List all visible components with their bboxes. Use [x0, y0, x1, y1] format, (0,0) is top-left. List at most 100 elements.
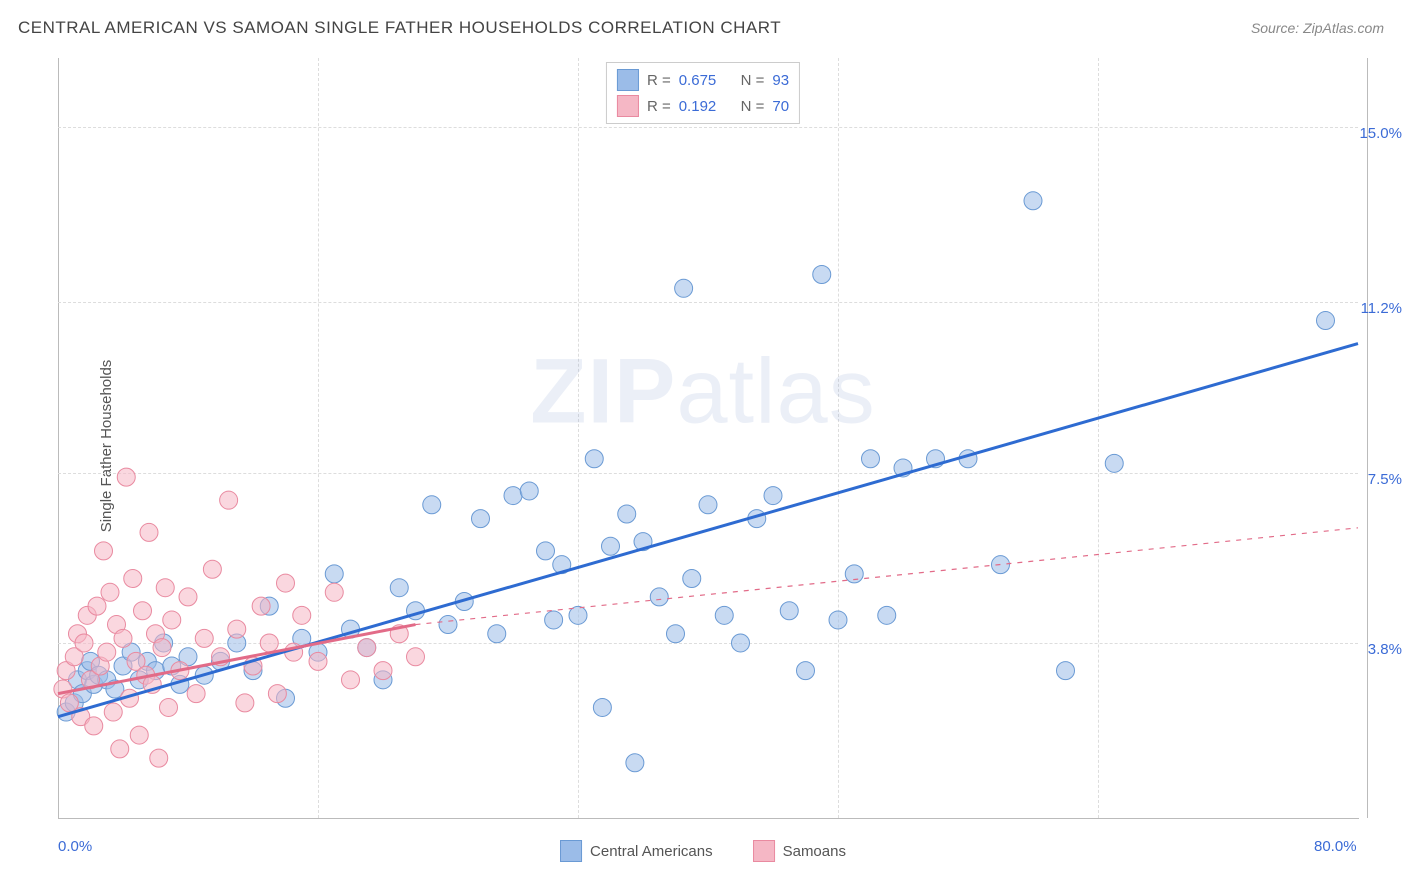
legend-row-series-0: R = 0.675 N = 93: [617, 67, 789, 93]
y-tick-label: 15.0%: [1359, 125, 1406, 142]
scatter-point: [268, 685, 286, 703]
scatter-point: [715, 606, 733, 624]
scatter-point: [423, 496, 441, 514]
series-legend: Central Americans Samoans: [560, 840, 846, 862]
scatter-point: [111, 740, 129, 758]
y-tick-label: 11.2%: [1361, 300, 1406, 317]
scatter-point: [667, 625, 685, 643]
scatter-point: [117, 468, 135, 486]
plot-right-border: [1367, 58, 1368, 818]
x-tick-label: 80.0%: [1314, 838, 1357, 855]
scatter-point: [472, 510, 490, 528]
y-tick-label: 3.8%: [1368, 641, 1406, 658]
scatter-point: [797, 662, 815, 680]
scatter-point: [114, 629, 132, 647]
scatter-point: [650, 588, 668, 606]
scatter-point: [488, 625, 506, 643]
scatter-point: [764, 487, 782, 505]
scatter-point: [228, 620, 246, 638]
scatter-point: [618, 505, 636, 523]
legend-swatch-1: [617, 95, 639, 117]
scatter-point: [1057, 662, 1075, 680]
r-value-1: 0.192: [679, 98, 717, 115]
scatter-point: [593, 698, 611, 716]
scatter-point: [699, 496, 717, 514]
scatter-point: [260, 634, 278, 652]
n-value-0: 93: [772, 72, 789, 89]
scatter-point: [545, 611, 563, 629]
scatter-point: [98, 643, 116, 661]
scatter-point: [325, 583, 343, 601]
scatter-point: [293, 606, 311, 624]
scatter-point: [1105, 454, 1123, 472]
n-label: N =: [741, 98, 765, 115]
scatter-point: [134, 602, 152, 620]
series-name-0: Central Americans: [590, 843, 713, 860]
legend-row-series-1: R = 0.192 N = 70: [617, 93, 789, 119]
scatter-point: [140, 523, 158, 541]
scatter-point: [878, 606, 896, 624]
scatter-point: [156, 579, 174, 597]
series-name-1: Samoans: [783, 843, 846, 860]
trend-line: [58, 344, 1358, 717]
scatter-point: [309, 652, 327, 670]
legend-swatch-bottom-1: [753, 840, 775, 862]
scatter-point: [88, 597, 106, 615]
scatter-point: [85, 717, 103, 735]
scatter-point: [187, 685, 205, 703]
scatter-point: [203, 560, 221, 578]
n-label: N =: [741, 72, 765, 89]
scatter-point: [732, 634, 750, 652]
scatter-point: [504, 487, 522, 505]
scatter-point: [626, 754, 644, 772]
scatter-point: [1317, 312, 1335, 330]
n-value-1: 70: [772, 98, 789, 115]
scatter-point: [220, 491, 238, 509]
y-tick-label: 7.5%: [1368, 471, 1406, 488]
scatter-point: [845, 565, 863, 583]
scatter-point: [104, 703, 122, 721]
scatter-point: [130, 726, 148, 744]
correlation-legend: R = 0.675 N = 93 R = 0.192 N = 70: [606, 62, 800, 124]
scatter-point: [862, 450, 880, 468]
scatter-point: [829, 611, 847, 629]
scatter-point: [236, 694, 254, 712]
scatter-point: [585, 450, 603, 468]
scatter-point: [342, 671, 360, 689]
scatter-point: [195, 629, 213, 647]
scatter-point: [374, 662, 392, 680]
r-label: R =: [647, 72, 671, 89]
scatter-point: [813, 265, 831, 283]
scatter-point: [277, 574, 295, 592]
scatter-point: [537, 542, 555, 560]
scatter-plot-svg: [58, 58, 1358, 818]
chart-container: CENTRAL AMERICAN VS SAMOAN SINGLE FATHER…: [0, 0, 1406, 892]
scatter-point: [124, 569, 142, 587]
scatter-point: [75, 634, 93, 652]
scatter-point: [179, 588, 197, 606]
scatter-point: [101, 583, 119, 601]
series-legend-item-1: Samoans: [753, 840, 846, 862]
scatter-point: [358, 639, 376, 657]
scatter-point: [992, 556, 1010, 574]
scatter-point: [602, 537, 620, 555]
scatter-point: [150, 749, 168, 767]
series-legend-item-0: Central Americans: [560, 840, 713, 862]
scatter-point: [95, 542, 113, 560]
legend-swatch-bottom-0: [560, 840, 582, 862]
scatter-point: [252, 597, 270, 615]
scatter-point: [153, 639, 171, 657]
x-tick-label: 0.0%: [58, 838, 92, 855]
scatter-point: [407, 648, 425, 666]
scatter-point: [675, 279, 693, 297]
scatter-point: [439, 616, 457, 634]
scatter-point: [1024, 192, 1042, 210]
scatter-point: [160, 698, 178, 716]
scatter-point: [520, 482, 538, 500]
scatter-point: [163, 611, 181, 629]
scatter-point: [780, 602, 798, 620]
chart-title: CENTRAL AMERICAN VS SAMOAN SINGLE FATHER…: [18, 18, 781, 38]
r-value-0: 0.675: [679, 72, 717, 89]
r-label: R =: [647, 98, 671, 115]
scatter-point: [683, 569, 701, 587]
